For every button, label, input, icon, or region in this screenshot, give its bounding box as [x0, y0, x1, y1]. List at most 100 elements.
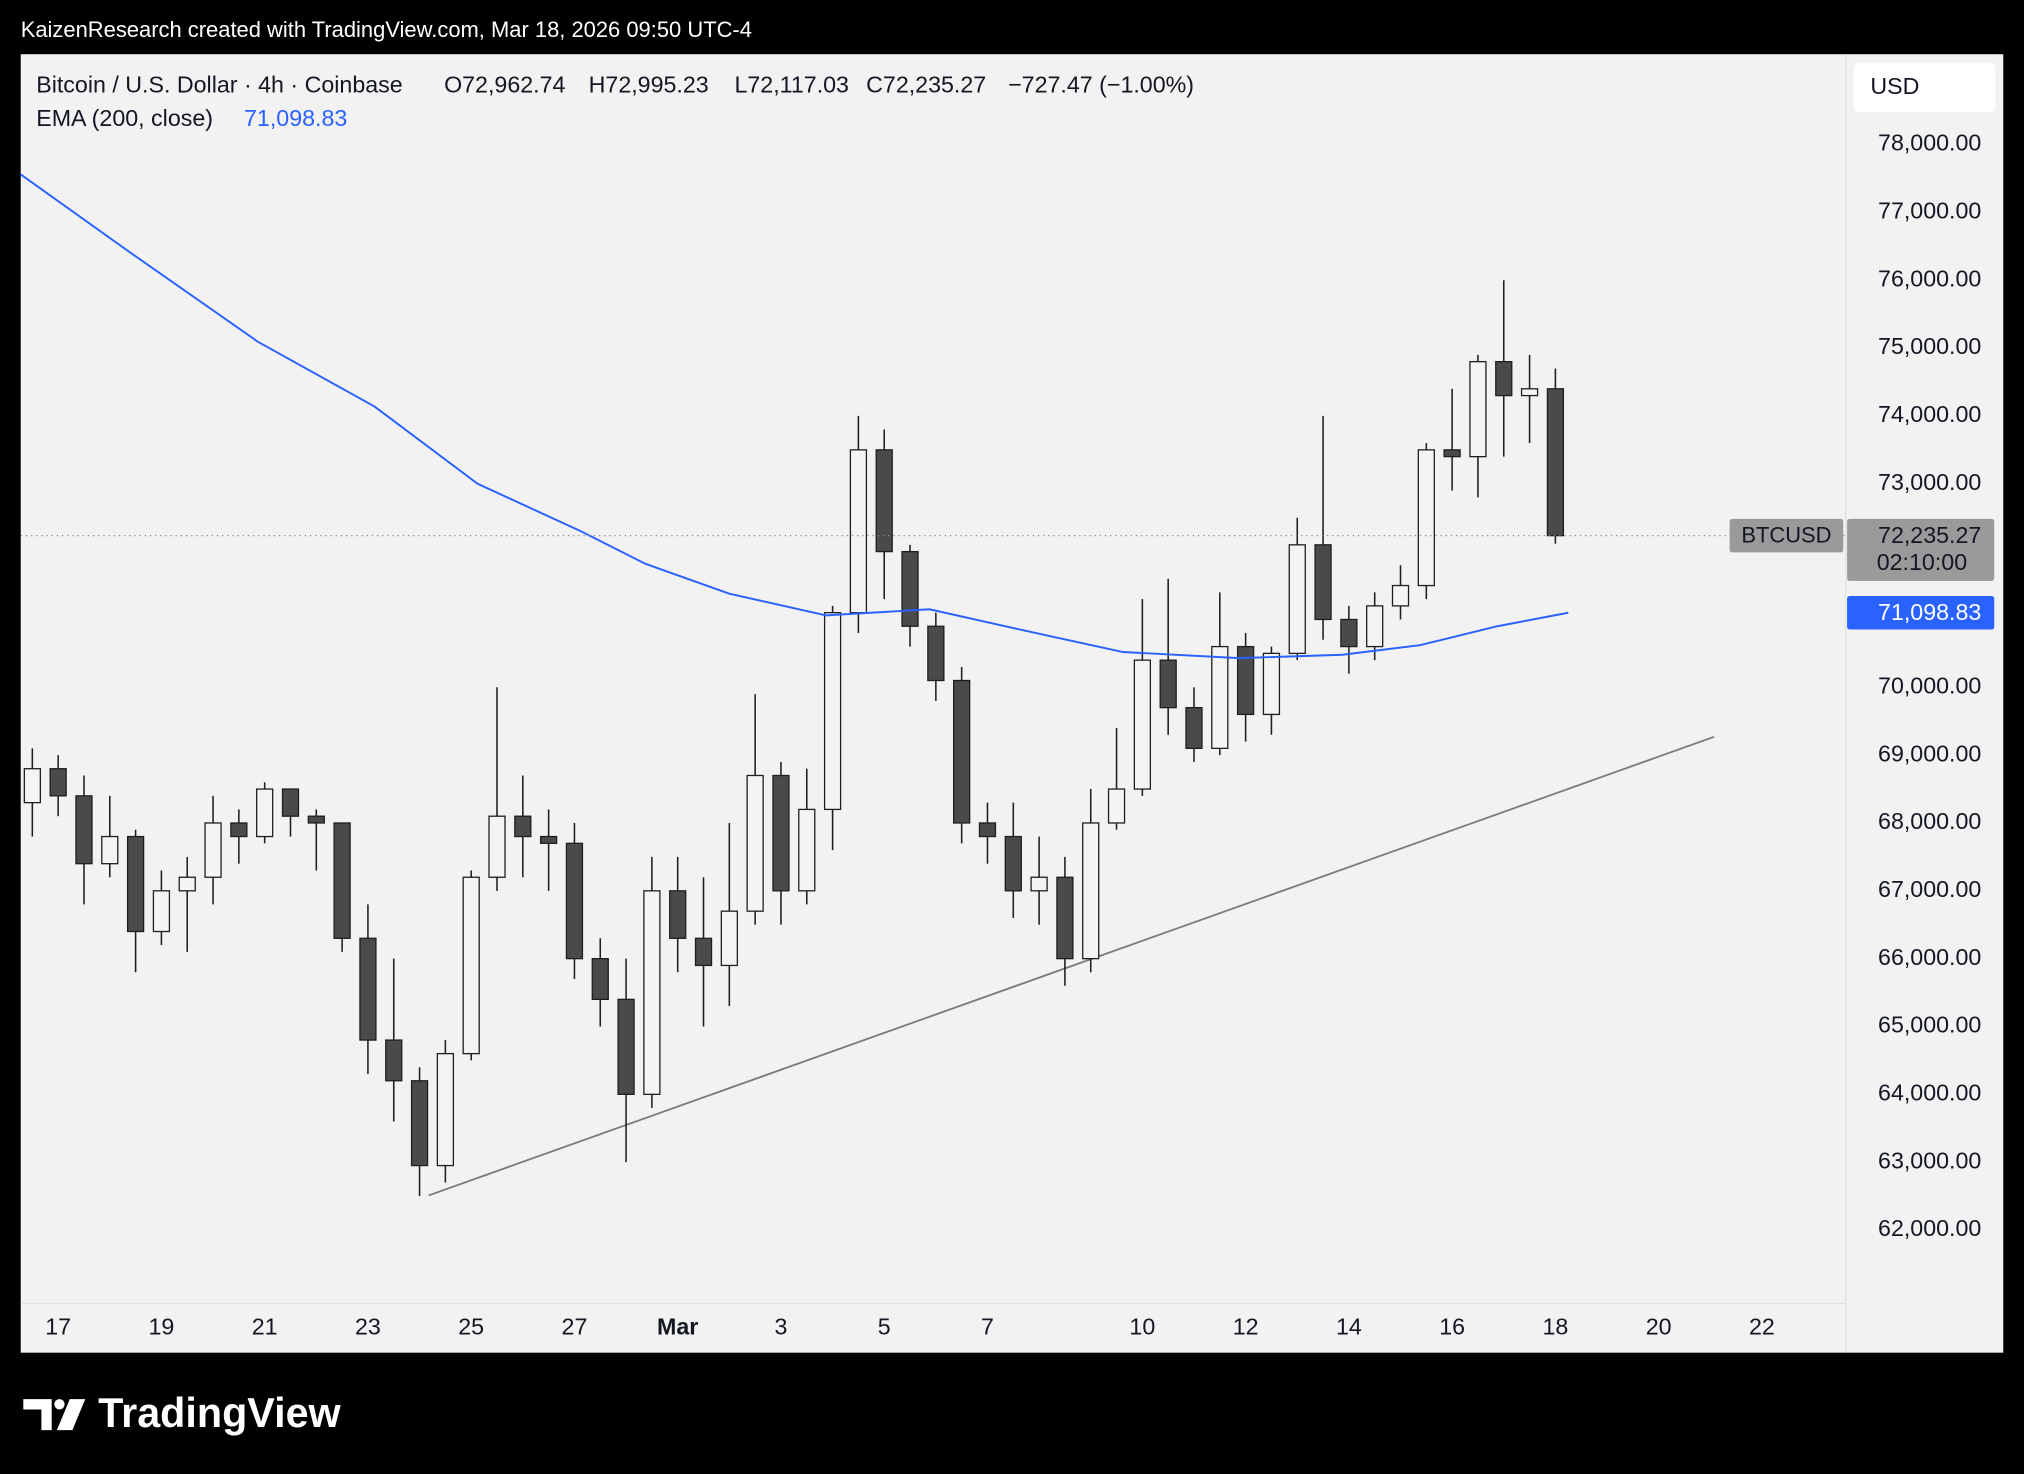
candle-body — [1314, 544, 1332, 621]
last-price-label: 72,235.27 — [1878, 522, 1981, 548]
candle-body — [591, 958, 609, 1001]
ohlc-change: −727.47 (−1.00%) — [1008, 72, 1194, 98]
candle-body — [1469, 361, 1487, 458]
candle-body — [1443, 449, 1461, 458]
candle-body — [643, 890, 661, 1095]
candle-body — [126, 835, 145, 933]
candle-body — [1236, 645, 1255, 716]
candle-body — [565, 842, 584, 960]
x-tick-label: 12 — [1233, 1313, 1259, 1339]
plot — [20, 173, 1846, 1197]
candle-body — [1262, 652, 1281, 716]
y-tick-label: 65,000.00 — [1878, 1012, 1981, 1038]
candle-body — [436, 1052, 455, 1167]
candle-body — [281, 788, 300, 817]
candle-body — [772, 774, 790, 892]
y-tick-label: 78,000.00 — [1878, 130, 1981, 156]
candle-body — [1030, 876, 1048, 892]
candle-body — [1340, 618, 1358, 648]
ticker-box — [1729, 518, 1844, 553]
x-tick-label: 21 — [252, 1313, 278, 1339]
ohlc-open: O72,962.74 — [444, 72, 565, 98]
x-tick-label: 17 — [45, 1313, 71, 1339]
candle-body — [410, 1080, 429, 1167]
candle-body — [49, 768, 67, 797]
candle-body — [901, 550, 919, 627]
y-tick-label: 73,000.00 — [1878, 469, 1981, 495]
ticker: BTCUSD — [1741, 523, 1831, 548]
x-tick-label: 18 — [1542, 1313, 1568, 1339]
y-tick-label: 66,000.00 — [1878, 944, 1981, 970]
candle-body — [23, 768, 41, 804]
y-tick-label: 64,000.00 — [1878, 1079, 1981, 1105]
y-tick-label: 63,000.00 — [1878, 1147, 1981, 1173]
logo-mark — [23, 1399, 86, 1431]
currency-button[interactable] — [1853, 63, 1996, 113]
y-tick-label: 74,000.00 — [1878, 401, 1981, 427]
candle-body — [204, 822, 222, 878]
candle-body — [385, 1039, 403, 1082]
y-tick-label: 67,000.00 — [1878, 876, 1981, 902]
watermark: KaizenResearch created with TradingView.… — [21, 17, 752, 42]
x-tick-label: 14 — [1336, 1313, 1362, 1339]
candle-body — [875, 449, 893, 553]
candle-body — [256, 788, 274, 838]
x-tick-label: 5 — [878, 1313, 891, 1339]
candle-body — [462, 876, 480, 1055]
candle-body — [953, 679, 971, 824]
candle-body — [1288, 544, 1306, 655]
candle-body — [798, 808, 816, 892]
candle-body — [1056, 876, 1074, 960]
candle-body — [1185, 707, 1203, 749]
candle-body — [1159, 659, 1177, 709]
candle-body — [152, 890, 171, 933]
candle-body — [230, 822, 248, 838]
candle-body — [849, 449, 868, 614]
candle-body — [720, 910, 738, 967]
x-tick-label: 23 — [355, 1313, 381, 1339]
y-tick-label: 75,000.00 — [1878, 333, 1981, 359]
ema-price-box — [1847, 595, 1995, 630]
y-tick-label: 62,000.00 — [1878, 1215, 1981, 1241]
x-tick-label: Mar — [657, 1313, 698, 1339]
candle-body — [333, 822, 351, 939]
candle-body — [978, 822, 997, 838]
ohlc-low: L72,117.03 — [734, 72, 848, 98]
candle-body — [539, 835, 558, 844]
candle-body — [823, 612, 842, 811]
candle-body — [359, 937, 377, 1041]
candle-body — [488, 815, 506, 878]
trendline — [428, 735, 1715, 1197]
candle-body — [1366, 605, 1384, 648]
logo-dot — [54, 1399, 65, 1410]
y-tick-label: 69,000.00 — [1878, 740, 1981, 766]
candle-body — [1417, 449, 1435, 587]
ema-name: EMA (200, close) — [36, 105, 213, 131]
symbol: Bitcoin / U.S. Dollar · 4h · Coinbase — [36, 72, 403, 98]
candle-body — [617, 998, 635, 1095]
candle-body — [694, 937, 713, 967]
x-tick-label: 27 — [562, 1313, 588, 1339]
x-tick-label: 25 — [458, 1313, 484, 1339]
candle-body — [75, 795, 93, 865]
x-tick-label: 22 — [1749, 1313, 1775, 1339]
candle-body — [1004, 835, 1022, 892]
y-tick-label: 76,000.00 — [1878, 265, 1981, 291]
ema-price-label: 71,098.83 — [1878, 599, 1981, 625]
ema-line — [20, 173, 1569, 660]
candle-body — [669, 890, 687, 939]
candle-body — [1133, 659, 1152, 790]
currency[interactable]: USD — [1870, 73, 1919, 99]
chart-panel — [20, 54, 2004, 1353]
candle-body — [1082, 822, 1100, 960]
ohlc-close: C72,235.27 — [866, 72, 986, 98]
y-tick-label: 68,000.00 — [1878, 808, 1981, 834]
brand: TradingView — [98, 1390, 341, 1436]
x-tick-label: 20 — [1646, 1313, 1672, 1339]
candle-body — [1391, 584, 1410, 607]
x-tick-label: 3 — [775, 1313, 788, 1339]
candle-body — [746, 774, 764, 912]
y-tick-label: 77,000.00 — [1878, 198, 1981, 224]
brand-logo — [23, 1399, 86, 1431]
